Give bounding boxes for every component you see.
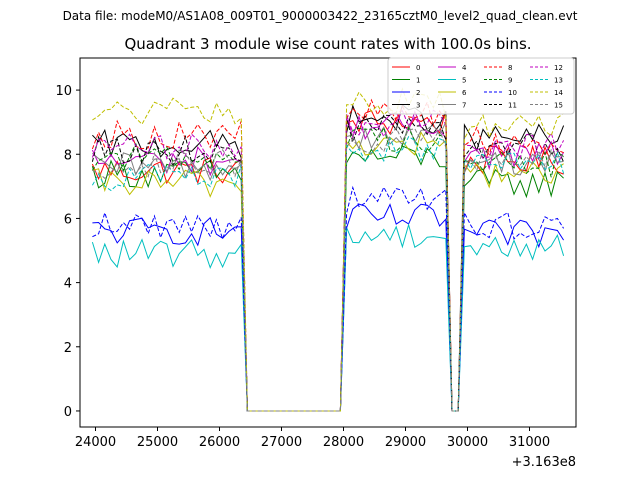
legend-label-3: 3 [416,102,420,110]
legend-label-11: 11 [508,102,517,110]
x-tick-label: 31000 [509,435,550,450]
legend-frame [387,57,575,115]
series-layer [91,87,565,412]
y-tick-label: 8 [64,148,72,163]
legend-label-9: 9 [508,77,512,85]
legend-label-0: 0 [416,64,420,72]
series-line-14 [92,87,564,412]
legend-label-2: 2 [416,89,420,97]
y-tick-label: 2 [64,341,72,356]
x-tick-label: 27000 [261,435,302,450]
x-tick-label: 24000 [75,435,116,450]
series-line-12 [91,109,565,412]
figure-suptitle: Data file: modeM0/AS1A08_009T01_90000034… [63,9,578,23]
legend-label-10: 10 [508,89,517,97]
x-tick-label: 25000 [137,435,178,450]
y-tick-label: 6 [64,212,72,227]
x-tick-label: 29000 [385,435,426,450]
chart-title: Quadrant 3 module wise count rates with … [124,35,531,53]
y-tick-label: 4 [64,277,72,292]
x-axis: 24000 25000 26000 27000 28000 29000 30000 31000 [75,427,550,450]
legend-label-5: 5 [462,77,466,85]
legend-label-8: 8 [508,64,512,72]
legend-label-12: 12 [554,64,563,72]
legend-label-6: 6 [462,89,467,97]
x-axis-offset-label: +3.163e8 [512,455,576,470]
legend-label-1: 1 [416,77,420,85]
legend-label-13: 13 [554,77,563,85]
legend-label-15: 15 [554,102,563,110]
y-tick-label: 0 [64,405,72,420]
series-line-15 [92,127,564,412]
y-axis: 0 2 4 6 8 10 [55,84,80,420]
series-line-10 [92,185,565,412]
x-tick-label: 28000 [323,435,364,450]
legend-label-14: 14 [554,89,563,97]
x-tick-label: 26000 [199,435,240,450]
x-tick-label: 30000 [447,435,488,450]
legend-label-7: 7 [462,102,466,110]
legend-label-4: 4 [462,64,467,72]
y-tick-label: 10 [55,84,72,99]
